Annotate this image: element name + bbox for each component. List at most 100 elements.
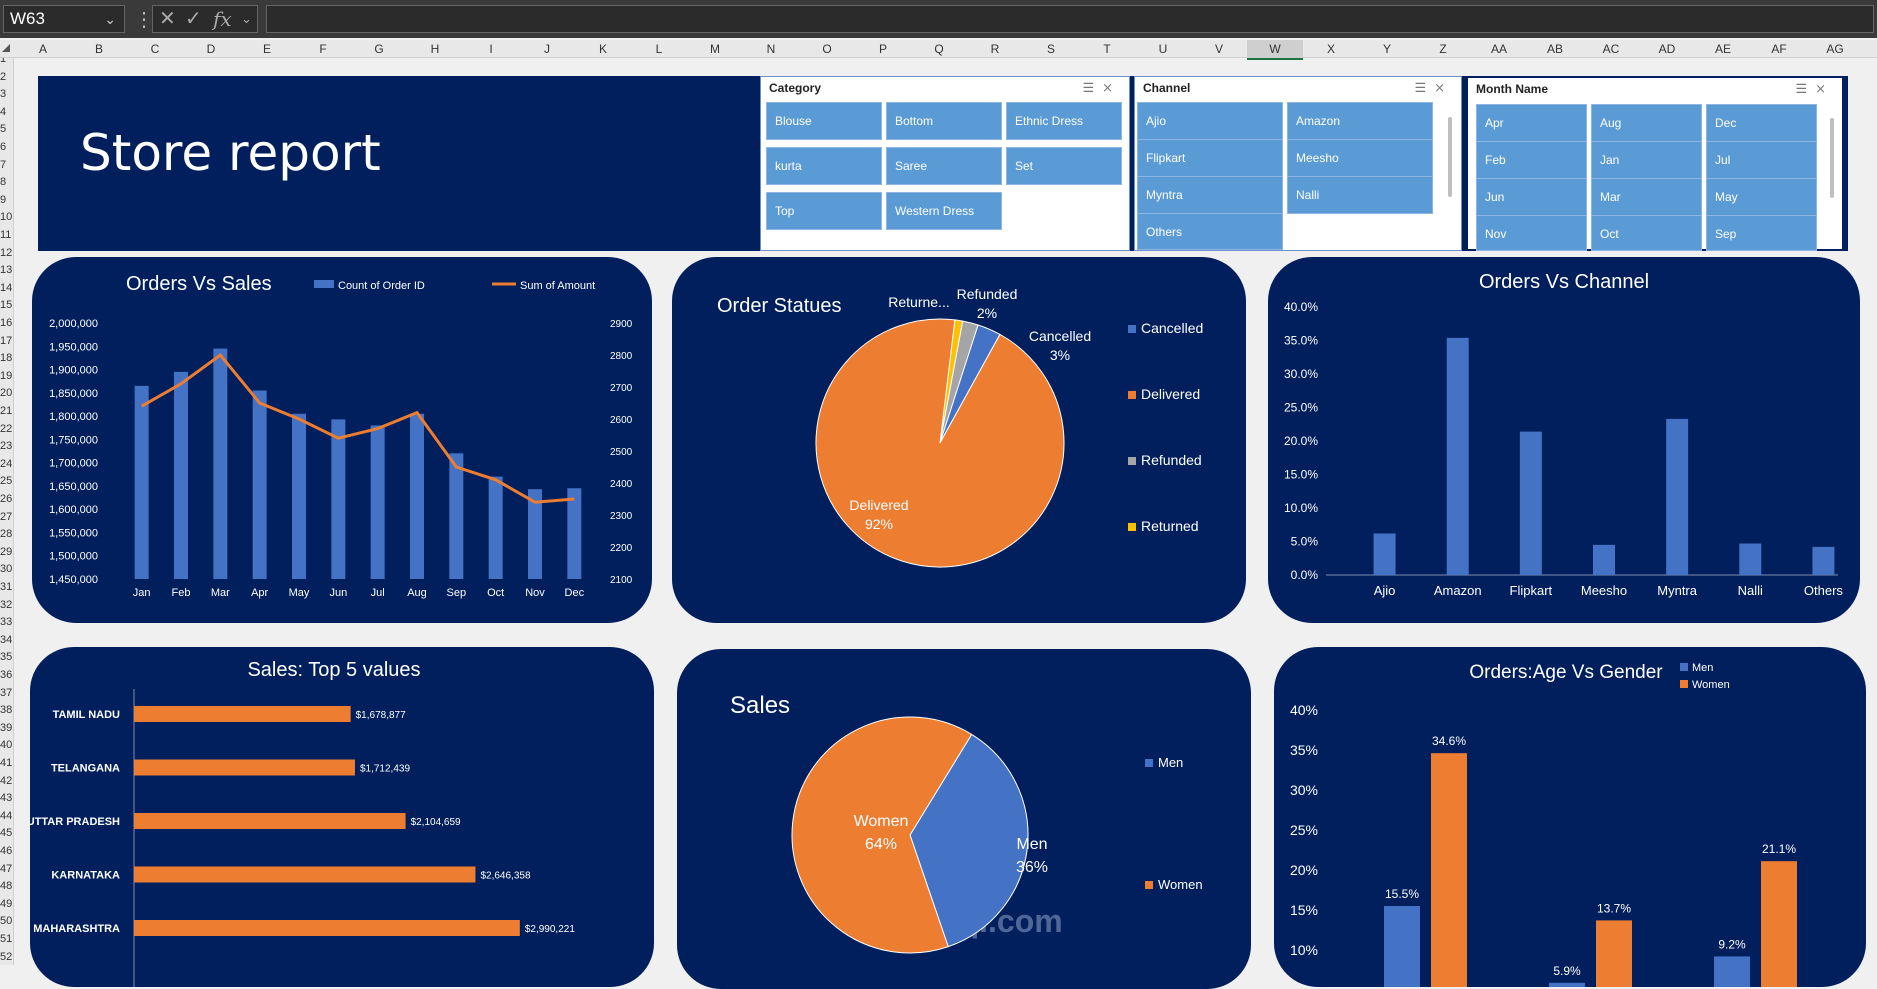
column-header[interactable]: V <box>1214 42 1223 56</box>
row-header[interactable]: 15 <box>0 299 13 312</box>
column-header[interactable]: Q <box>934 42 944 56</box>
slicer-item-ajio[interactable]: Ajio <box>1137 102 1283 140</box>
row-header[interactable]: 50 <box>0 915 13 928</box>
row-header[interactable]: 41 <box>0 757 13 769</box>
row-header[interactable]: 6 <box>0 141 7 153</box>
name-box[interactable]: W63 ⌄ <box>3 5 125 33</box>
row-header[interactable]: 44 <box>0 809 13 822</box>
row-header[interactable]: 38 <box>0 704 13 717</box>
slicer-item-nalli[interactable]: Nalli <box>1287 176 1433 214</box>
row-header[interactable]: 22 <box>0 422 13 435</box>
row-header[interactable]: 16 <box>0 317 13 329</box>
column-header[interactable]: L <box>655 42 663 56</box>
slicer-item-top[interactable]: Top <box>766 192 882 230</box>
column-header[interactable]: AC <box>1602 42 1620 56</box>
row-header[interactable]: 37 <box>0 686 13 699</box>
row-header[interactable]: 36 <box>0 669 13 681</box>
slicer-item-may[interactable]: May <box>1706 178 1817 216</box>
column-header[interactable]: AA <box>1490 42 1507 56</box>
row-header[interactable]: 27 <box>0 510 13 523</box>
clear-filter-icon[interactable]: ⨯ <box>1434 80 1453 95</box>
slicer-item-jun[interactable]: Jun <box>1476 178 1587 216</box>
row-header[interactable]: 35 <box>0 651 13 664</box>
row-header[interactable]: 32 <box>0 598 13 611</box>
slicer-item-sep[interactable]: Sep <box>1706 215 1817 251</box>
row-header[interactable]: 1 <box>0 58 7 65</box>
row-header[interactable]: 17 <box>0 334 13 347</box>
row-header[interactable]: 34 <box>0 633 13 646</box>
row-header[interactable]: 2 <box>0 70 7 83</box>
multi-select-icon[interactable]: ☰ <box>1082 80 1103 95</box>
column-header[interactable]: AB <box>1546 42 1563 56</box>
slicer-item-meesho[interactable]: Meesho <box>1287 139 1433 177</box>
multi-select-icon[interactable]: ☰ <box>1414 80 1435 95</box>
slicer-item-ethnic-dress[interactable]: Ethnic Dress <box>1006 102 1122 140</box>
row-header[interactable]: 30 <box>0 563 13 576</box>
column-header[interactable]: Z <box>1439 42 1447 56</box>
row-header[interactable]: 25 <box>0 475 13 488</box>
row-header[interactable]: 14 <box>0 281 13 294</box>
column-header[interactable]: J <box>544 42 550 56</box>
column-header[interactable]: AD <box>1658 42 1676 56</box>
column-header[interactable]: F <box>319 42 327 56</box>
slicer-item-myntra[interactable]: Myntra <box>1137 176 1283 214</box>
slicer-item-set[interactable]: Set <box>1006 147 1122 185</box>
column-header[interactable]: G <box>374 42 384 56</box>
row-header[interactable]: 12 <box>0 246 13 259</box>
row-header[interactable]: 11 <box>0 229 12 241</box>
column-header[interactable]: S <box>1046 42 1055 56</box>
column-header[interactable]: U <box>1158 42 1168 56</box>
column-header[interactable]: A <box>38 42 47 56</box>
chevron-down-icon[interactable]: ⌄ <box>241 11 252 26</box>
more-options-icon[interactable]: ⋮ <box>134 9 154 31</box>
row-header[interactable]: 3 <box>0 88 7 101</box>
row-header[interactable]: 21 <box>0 405 13 417</box>
row-header[interactable]: 33 <box>0 616 13 629</box>
column-header[interactable]: M <box>710 42 720 56</box>
row-header[interactable]: 29 <box>0 545 13 558</box>
row-header[interactable]: 24 <box>0 457 13 470</box>
confirm-icon[interactable]: ✓ <box>185 8 202 30</box>
row-header[interactable]: 49 <box>0 897 13 910</box>
column-header[interactable]: T <box>1103 42 1111 56</box>
column-header[interactable]: E <box>262 42 271 56</box>
column-header[interactable]: K <box>598 42 607 56</box>
slicer-item-oct[interactable]: Oct <box>1591 215 1702 251</box>
slicer-item-apr[interactable]: Apr <box>1476 104 1587 142</box>
slicer-item-aug[interactable]: Aug <box>1591 104 1702 142</box>
column-header[interactable]: W <box>1247 40 1303 60</box>
row-header[interactable]: 46 <box>0 845 13 857</box>
column-header[interactable]: N <box>766 42 776 56</box>
column-header[interactable]: C <box>150 42 160 56</box>
row-header[interactable]: 13 <box>0 264 13 277</box>
select-all-icon[interactable] <box>2 44 10 52</box>
row-header[interactable]: 31 <box>0 581 13 593</box>
scrollbar[interactable] <box>1830 118 1834 198</box>
row-header[interactable]: 20 <box>0 387 13 400</box>
column-header[interactable]: D <box>206 42 216 56</box>
scrollbar[interactable] <box>1448 117 1452 197</box>
column-header[interactable]: O <box>822 42 832 56</box>
slicer-item-western-dress[interactable]: Western Dress <box>886 192 1002 230</box>
row-header[interactable]: 52 <box>0 950 13 963</box>
row-header[interactable]: 19 <box>0 369 13 382</box>
slicer-item-saree[interactable]: Saree <box>886 147 1002 185</box>
row-header[interactable]: 7 <box>0 158 7 171</box>
slicer-item-jul[interactable]: Jul <box>1706 141 1817 179</box>
row-header[interactable]: 28 <box>0 528 13 541</box>
row-header[interactable]: 8 <box>0 176 7 189</box>
column-header[interactable]: I <box>489 42 493 56</box>
column-header[interactable]: X <box>1326 42 1335 56</box>
row-header[interactable]: 39 <box>0 721 13 734</box>
column-header[interactable]: H <box>430 42 440 56</box>
slicer-item-blouse[interactable]: Blouse <box>766 102 882 140</box>
slicer-item-amazon[interactable]: Amazon <box>1287 102 1433 140</box>
row-header[interactable]: 26 <box>0 493 13 505</box>
slicer-item-nov[interactable]: Nov <box>1476 215 1587 251</box>
slicer-item-dec[interactable]: Dec <box>1706 104 1817 142</box>
row-header[interactable]: 18 <box>0 352 13 365</box>
slicer-item-mar[interactable]: Mar <box>1591 178 1702 216</box>
column-header[interactable]: AG <box>1826 42 1844 56</box>
clear-filter-icon[interactable]: ⨯ <box>1815 81 1834 96</box>
clear-filter-icon[interactable]: ⨯ <box>1102 80 1121 95</box>
